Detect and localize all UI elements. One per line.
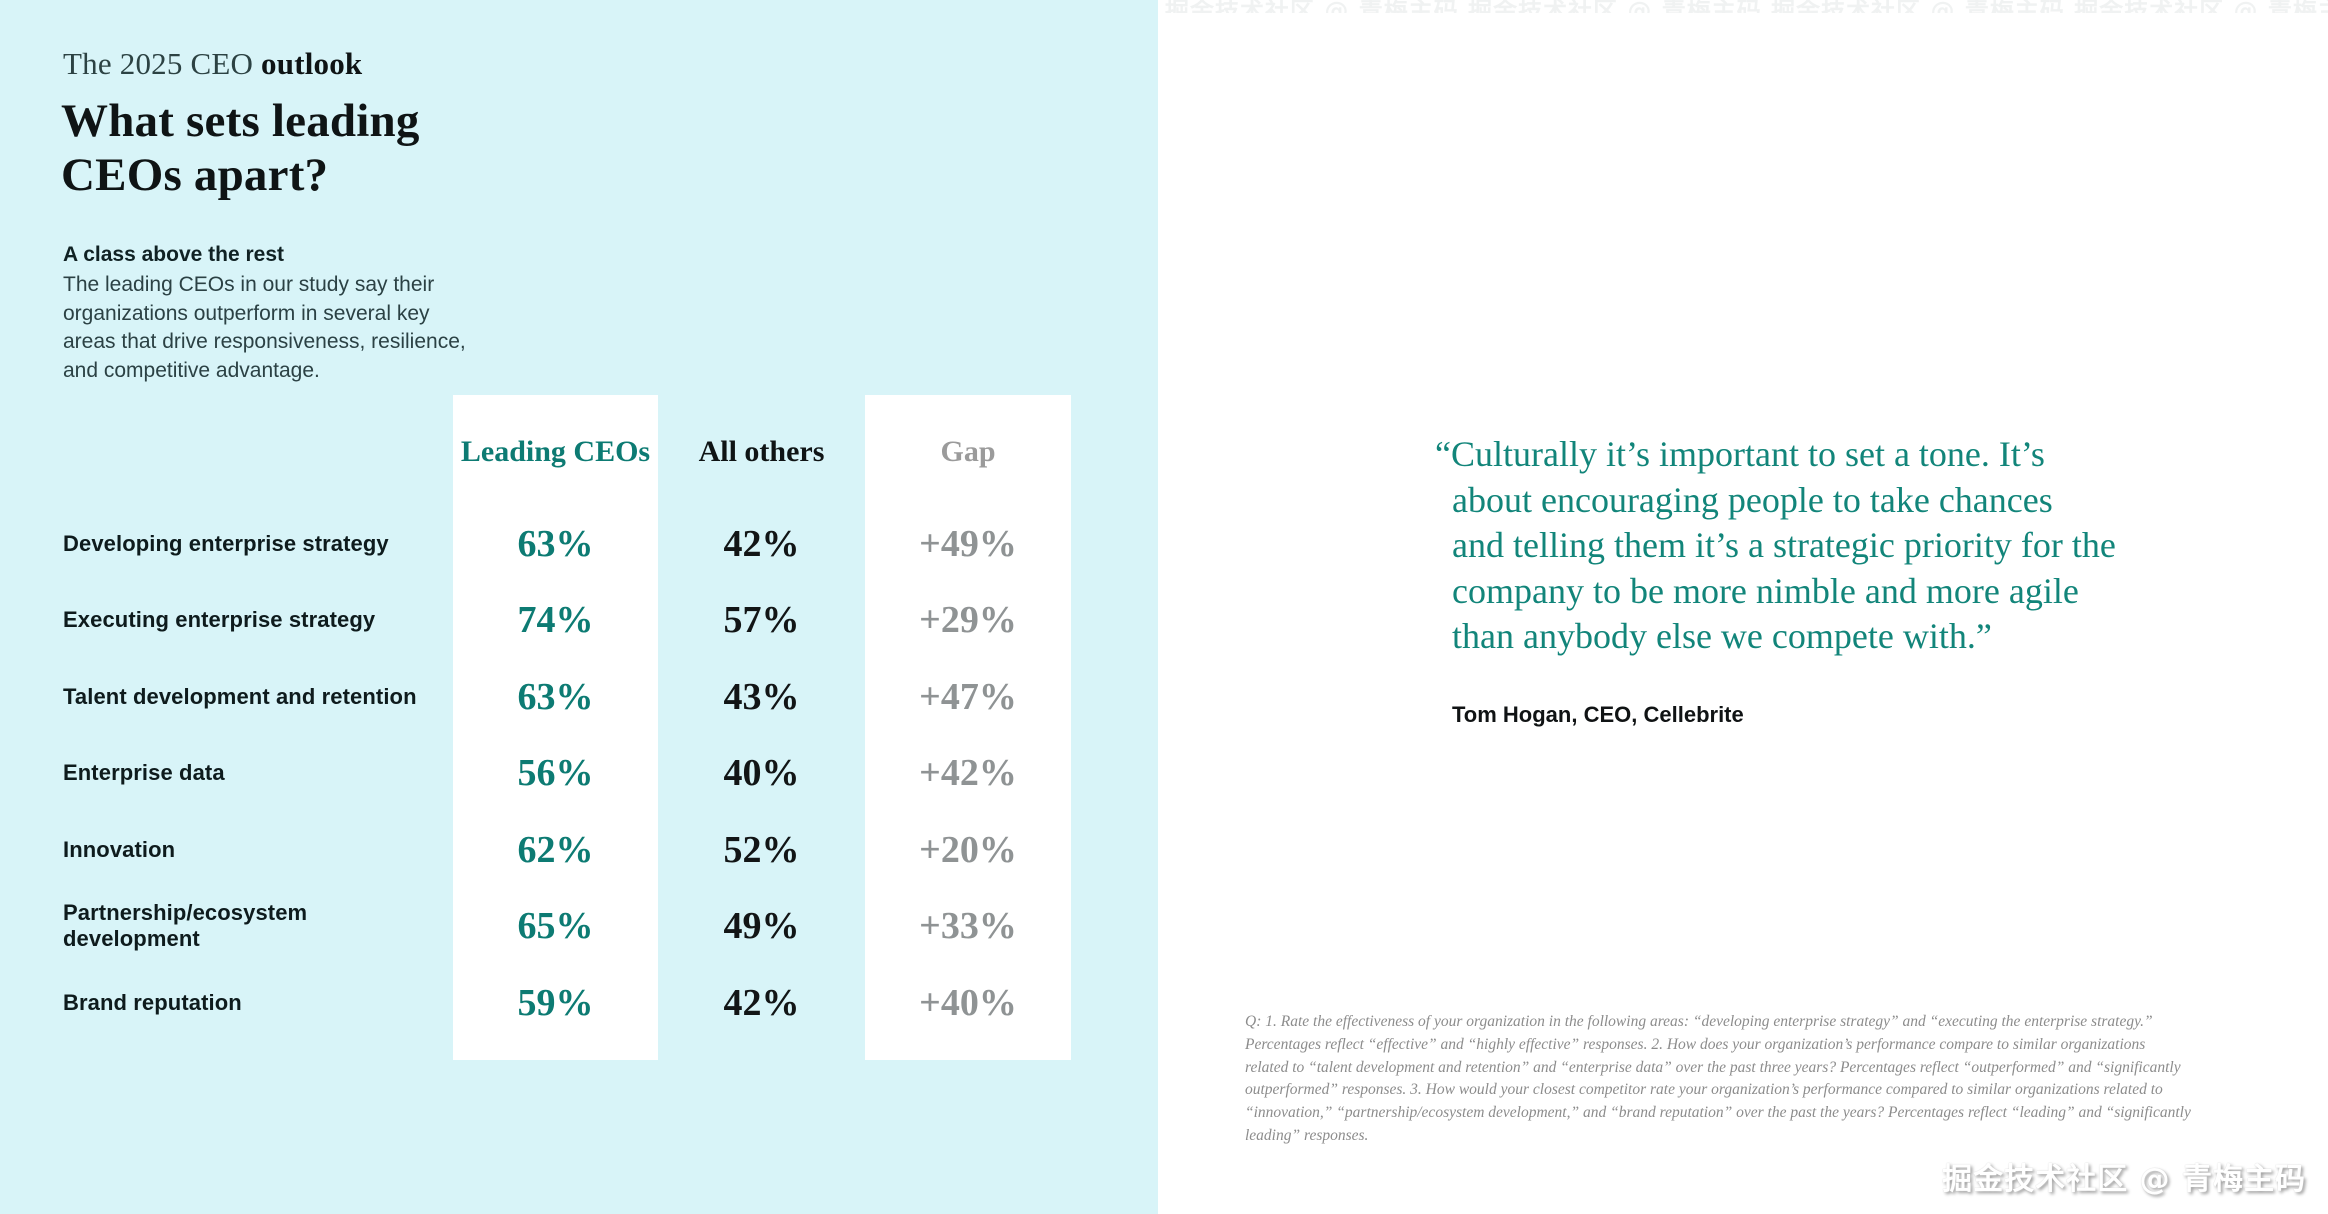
column-header-leading-ceos: Leading CEOs <box>460 435 651 468</box>
row-label: Innovation <box>63 836 176 862</box>
table-row: Innovation 62% 52% +20% <box>0 811 1158 888</box>
eyebrow-regular: The 2025 CEO <box>63 46 262 81</box>
row-label: Brand reputation <box>63 989 242 1015</box>
table-row: Talent development and retention 63% 43% +4… <box>0 658 1158 735</box>
value-gap: +47% <box>919 675 1017 718</box>
value-gap: +29% <box>919 599 1017 641</box>
table-row: Enterprise data 56% 40% +42% <box>0 735 1158 812</box>
table-header-row: Leading CEOs All others Gap <box>0 402 1158 502</box>
column-highlight-leading-ceos <box>453 395 658 1060</box>
value-leading-ceos: 63% <box>517 675 594 718</box>
value-leading-ceos: 65% <box>517 905 594 947</box>
community-watermark: 掘金技术社区 @ 青梅主码 <box>1942 1162 2306 1197</box>
row-label: Enterprise data <box>63 760 225 785</box>
table-row: Developing enterprise strategy 63% 42% +49% <box>0 505 1158 582</box>
value-all-others: 57% <box>723 599 800 641</box>
page-title: What sets leading CEOs apart? <box>61 95 420 201</box>
value-leading-ceos: 62% <box>517 828 594 871</box>
value-gap: +33% <box>919 905 1017 947</box>
value-gap: +20% <box>919 828 1017 871</box>
table-row: Executing enterprise strategy 74% 57% +29% <box>0 582 1158 659</box>
quote-attribution: Tom Hogan, CEO, Cellebrite <box>1452 702 1744 727</box>
top-watermark-strip: 掘金技术社区 @ 青梅主码 掘金技术社区 @ 青梅主码 掘金技术社区 @ 青梅主… <box>1165 0 2328 13</box>
row-label: Partnership/ecosystem development <box>63 900 308 951</box>
intro-heading: A class above the rest <box>63 243 284 266</box>
value-leading-ceos: 74% <box>517 599 594 641</box>
pull-quote: “Culturally it’s important to set a tone… <box>1435 434 2116 656</box>
intro-body: The leading CEOs in our study say their … <box>63 273 466 382</box>
summary-panel: The 2025 CEO outlook What sets leading C… <box>0 0 1158 1214</box>
value-all-others: 42% <box>723 522 800 565</box>
table-row: Brand reputation 59% 42% +40% <box>0 964 1158 1041</box>
value-gap: +40% <box>919 981 1017 1024</box>
value-all-others: 40% <box>723 752 800 794</box>
column-header-gap: Gap <box>940 435 996 468</box>
value-all-others: 42% <box>723 981 800 1024</box>
report-eyebrow: The 2025 CEO outlook <box>63 46 362 82</box>
value-all-others: 49% <box>723 905 800 947</box>
value-leading-ceos: 59% <box>517 981 594 1024</box>
row-label: Talent development and retention <box>63 683 417 709</box>
value-leading-ceos: 63% <box>517 522 594 565</box>
value-all-others: 52% <box>723 828 800 871</box>
column-highlight-gap <box>865 395 1071 1060</box>
row-label: Developing enterprise strategy <box>63 530 389 556</box>
table-row: Partnership/ecosystem development 65% 49% +… <box>0 888 1158 965</box>
value-gap: +42% <box>919 752 1017 794</box>
survey-question-footnote: Q: 1. Rate the effectiveness of your org… <box>1245 1013 2191 1144</box>
column-header-all-others: All others <box>698 435 825 468</box>
value-gap: +49% <box>919 522 1017 565</box>
row-label: Executing enterprise strategy <box>63 607 376 632</box>
value-all-others: 43% <box>723 675 800 718</box>
eyebrow-bold: outlook <box>261 46 363 81</box>
value-leading-ceos: 56% <box>517 752 594 794</box>
